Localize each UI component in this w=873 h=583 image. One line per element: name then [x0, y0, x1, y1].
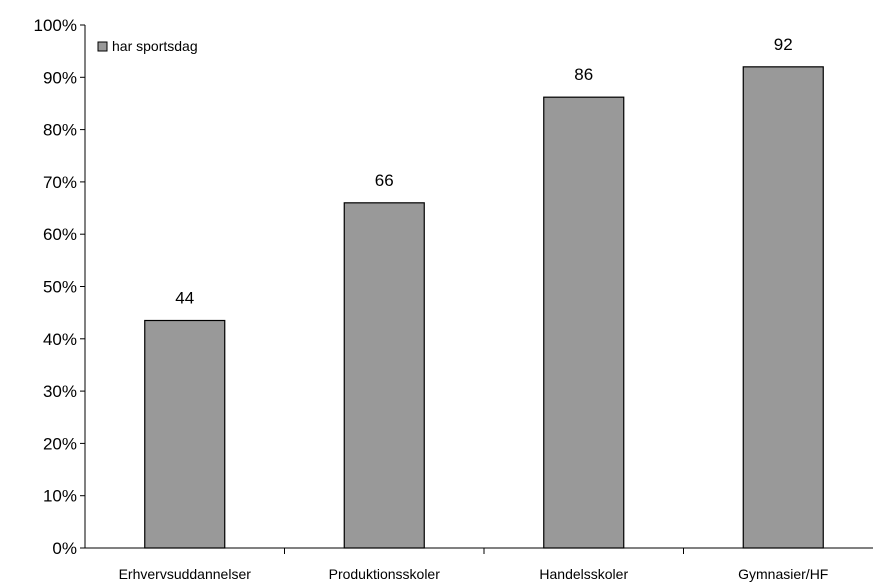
bar: [144, 319, 226, 549]
data-label: 44: [175, 288, 194, 307]
y-tick-label: 20%: [43, 434, 77, 453]
x-category-label: Handelsskoler: [539, 566, 628, 582]
legend-swatch: [97, 41, 108, 52]
data-labels: 44 66 86 92: [175, 35, 792, 308]
y-axis-ticks: 0% 10% 20% 30% 40% 50% 60% 70% 80% 90% 100%: [34, 16, 86, 558]
y-tick-label: 40%: [43, 330, 77, 349]
y-tick-label: 90%: [43, 68, 77, 87]
y-tick-label: 60%: [43, 225, 77, 244]
bar: [343, 202, 425, 549]
y-tick-label: 30%: [43, 382, 77, 401]
bar: [543, 96, 625, 549]
x-axis: Erhvervsuddannelser Produktionsskoler Hand…: [85, 547, 873, 582]
y-tick-label: 70%: [43, 173, 77, 192]
y-tick-label: 10%: [43, 487, 77, 506]
data-label: 66: [375, 171, 394, 190]
y-tick-label: 100%: [34, 16, 77, 35]
bars: [144, 66, 824, 549]
bar: [742, 66, 824, 549]
x-category-label: Gymnasier/HF: [738, 566, 828, 582]
x-category-label: Produktionsskoler: [329, 566, 441, 582]
legend: har sportsdag: [97, 38, 198, 54]
y-tick-label: 0%: [52, 539, 77, 558]
y-tick-label: 50%: [43, 278, 77, 297]
legend-label: har sportsdag: [112, 38, 198, 54]
x-category-label: Erhvervsuddannelser: [119, 566, 252, 582]
data-label: 92: [774, 35, 793, 54]
y-tick-label: 80%: [43, 121, 77, 140]
data-label: 86: [574, 65, 593, 84]
